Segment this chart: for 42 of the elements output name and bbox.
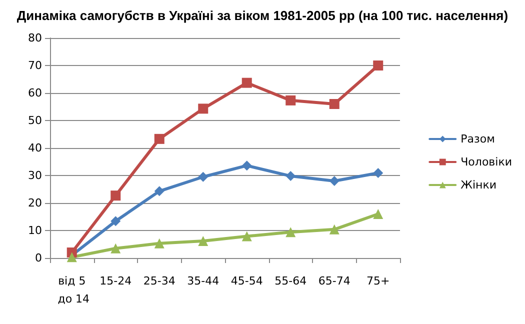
point — [198, 172, 208, 182]
legend-label: Разом — [460, 132, 495, 146]
point — [373, 60, 384, 70]
point — [329, 176, 340, 186]
point — [286, 227, 296, 238]
y-tick-label: 40 — [28, 142, 42, 154]
point — [154, 238, 164, 248]
point — [110, 243, 121, 254]
point — [154, 134, 164, 144]
point — [373, 209, 384, 219]
x-tick-label: 45-54 — [230, 274, 263, 288]
chart-title: Динаміка самогубств в Україні за віком 1981-2005 рр (на 100 тис. населення) — [16, 8, 508, 23]
y-tick-label: 20 — [28, 196, 42, 210]
y-tick-label: 80 — [28, 32, 42, 44]
point — [110, 216, 121, 226]
x-tick-label: 35-44 — [187, 274, 220, 288]
y-tick-label: 30 — [28, 169, 42, 182]
point — [329, 224, 340, 234]
y-tick-label: 70 — [28, 59, 42, 72]
legend-label: Чоловіки — [460, 156, 512, 168]
point — [329, 99, 340, 109]
y-tick-label: 10 — [28, 224, 42, 237]
point — [286, 171, 296, 182]
y-tick-label: 60 — [28, 86, 42, 100]
x-tick-label: від 5 до 14 — [54, 274, 90, 306]
point — [373, 168, 384, 178]
legend-label: Жінки — [460, 178, 497, 192]
x-tick-label: 75+ — [366, 274, 390, 288]
x-tick-label: 15-24 — [100, 274, 132, 288]
point — [242, 231, 252, 242]
x-tick-label: 55-64 — [274, 274, 307, 288]
point — [242, 78, 252, 88]
point — [286, 95, 296, 106]
point — [110, 190, 121, 201]
point — [154, 186, 164, 196]
x-tick-label: 65-74 — [318, 274, 350, 288]
y-tick-label: 0 — [35, 252, 42, 264]
y-tick-label: 50 — [28, 114, 42, 127]
point — [198, 236, 208, 246]
point — [242, 160, 252, 171]
x-tick-label: 25-34 — [143, 274, 176, 288]
point — [198, 104, 208, 114]
